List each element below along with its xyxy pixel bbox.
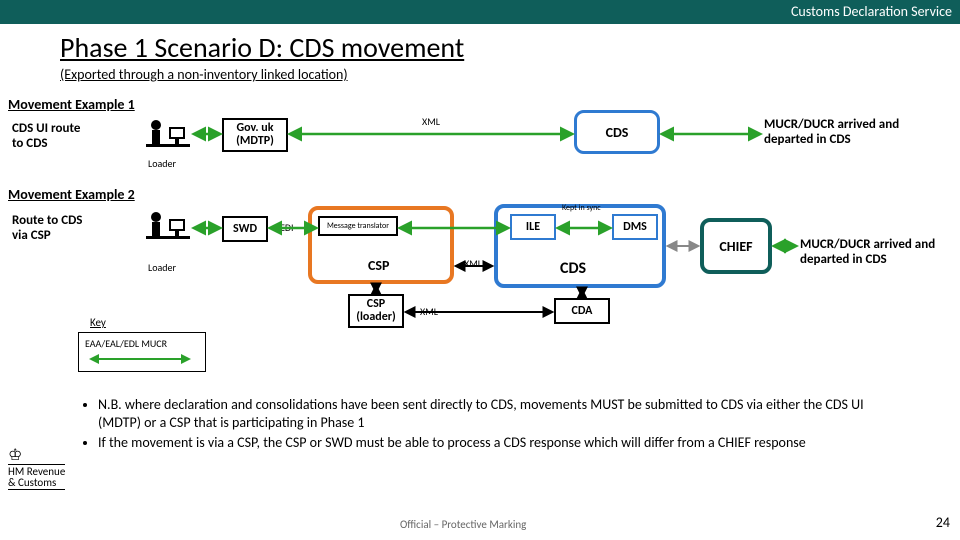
ex2-csp-label: CSP	[368, 258, 389, 274]
notes: N.B. where declaration and consolidation…	[80, 396, 900, 455]
ex2-route-label: Route to CDS via CSP	[12, 214, 82, 244]
key-item: EAA/EAL/EDL MUCR	[85, 337, 199, 350]
ex2-swd-box: SWD	[222, 216, 268, 242]
key-label: Key	[90, 316, 106, 329]
ex1-cds-box: CDS	[574, 110, 660, 154]
ex2-kept-label: Kept in sync	[562, 204, 601, 213]
note-1: N.B. where declaration and consolidation…	[98, 396, 900, 432]
ex1-gov-box: Gov. uk (MDTP)	[222, 118, 288, 152]
ex2-xml2-label: XML	[420, 306, 438, 318]
ex1-loader-label: Loader	[148, 158, 176, 170]
ex2-edi-label: EDI	[280, 222, 294, 234]
person-at-desk-icon	[142, 116, 192, 161]
ex1-xml-label: XML	[422, 116, 440, 128]
ex2-loader-label: Loader	[148, 262, 176, 274]
ex2-ile-box: ILE	[510, 214, 556, 240]
person-at-desk-icon-2	[142, 208, 192, 253]
key-box: EAA/EAL/EDL MUCR	[78, 332, 206, 372]
ex2-dms-box: DMS	[612, 214, 658, 240]
ex1-outcome: MUCR/DUCR arrived and departed in CDS	[764, 118, 934, 148]
ex2-xml1-label: XML	[464, 258, 482, 270]
page-subtitle: (Exported through a non-inventory linked…	[60, 66, 348, 83]
note-2: If the movement is via a CSP, the CSP or…	[98, 434, 900, 452]
ex2-msg-translator-box: Message translator	[318, 216, 398, 236]
ex1-route-label: CDS UI route to CDS	[12, 122, 80, 152]
ex2-chief-box: CHIEF	[700, 218, 772, 274]
ex2-heading: Movement Example 2	[8, 186, 135, 203]
ex1-heading: Movement Example 1	[8, 96, 135, 113]
crown-icon: ♔	[8, 446, 22, 465]
hmrc-logo: ♔ HM Revenue & Customs	[8, 448, 103, 490]
ex2-cda-box: CDA	[554, 298, 610, 324]
hmrc-org: HM Revenue & Customs	[8, 464, 65, 490]
ex2-csp-loader-box: CSP (loader)	[348, 294, 404, 328]
header-service: Customs Declaration Service	[791, 3, 952, 20]
footer-marking: Official – Protective Marking	[400, 518, 526, 531]
ex2-outcome: MUCR/DUCR arrived and departed in CDS	[800, 238, 950, 268]
page-title: Phase 1 Scenario D: CDS movement	[60, 30, 464, 65]
page-number: 24	[936, 514, 950, 531]
ex2-cds-label: CDS	[560, 260, 586, 278]
